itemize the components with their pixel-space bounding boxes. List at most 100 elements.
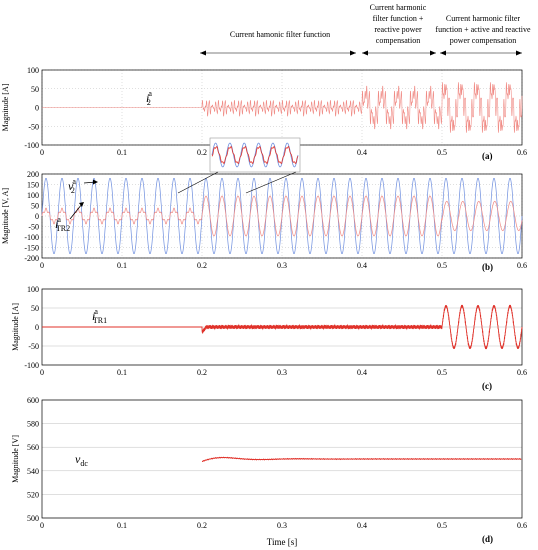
panel-label: (a) (482, 151, 493, 161)
series-i2a (42, 82, 523, 133)
x-tick-label: 0.6 (517, 261, 527, 270)
y-tick-label: 0 (35, 212, 39, 221)
series-label-sub: TR1 (93, 316, 107, 325)
y-tick-label: 100 (27, 191, 39, 200)
y-tick-label: -150 (24, 244, 39, 253)
y-tick-label: 100 (27, 66, 39, 75)
y-tick-label: 520 (27, 490, 39, 499)
series-label: ia 2 (146, 89, 152, 107)
x-tick-label: 0.5 (437, 521, 447, 530)
x-tick-label: 0.5 (437, 148, 447, 157)
series-label-sup: a (57, 215, 61, 224)
label-arrow-head (79, 202, 84, 207)
series-iTR2a (41, 195, 523, 237)
series-label-base: i (146, 91, 149, 105)
panel-label: (c) (482, 381, 492, 391)
axes-frame (41, 399, 523, 519)
label-arrow-head (93, 179, 98, 185)
x-tick-label: 0.2 (197, 148, 207, 157)
series-label-base: v (68, 179, 74, 193)
x-tick-label: 0.4 (357, 368, 367, 377)
x-tick-label: 0.1 (117, 368, 127, 377)
x-tick-label: 0.1 (117, 148, 127, 157)
x-tick-label: 0.6 (517, 521, 527, 530)
y-tick-label: 560 (27, 443, 39, 452)
inset-series-iTR2a (211, 145, 299, 165)
annotation-seg2-line2: filter function + (373, 14, 424, 23)
y-tick-label: 0 (35, 104, 39, 113)
series-label-base: i (55, 217, 58, 231)
annotation-seg2-line1: Current harmonic (370, 3, 427, 12)
x-tick-label: 0.1 (117, 521, 127, 530)
y-axis-label: Magnitude [A] (11, 303, 20, 351)
y-tick-label: -200 (24, 254, 39, 263)
y-tick-label: 600 (27, 396, 39, 405)
x-tick-label: 0.2 (197, 521, 207, 530)
y-tick-label: 150 (27, 181, 39, 190)
arrow-seg3 (440, 50, 522, 56)
series-label-sub: 2 (147, 98, 151, 107)
annotations: Current hamonic filter function Current … (200, 3, 531, 56)
y-axis-label: Magnitude [V, A] (1, 188, 10, 244)
x-tick-label: 0.2 (197, 261, 207, 270)
y-tick-label: 100 (27, 285, 39, 294)
series-label-sub: dc (80, 459, 88, 468)
y-tick-label: 50 (31, 304, 39, 313)
series-label: va 2 (68, 177, 76, 195)
panel-label: (b) (482, 262, 493, 272)
x-axis-label: Time [s] (267, 537, 297, 547)
zoom-leader (177, 171, 219, 194)
y-tick-label: -50 (28, 342, 39, 351)
y-tick-label: -50 (28, 223, 39, 232)
annotation-seg2-line4: compensation (376, 36, 420, 45)
y-tick-label: 50 (31, 85, 39, 94)
x-tick-label: 0.6 (517, 368, 527, 377)
annotation-seg3-line3: power compensation (450, 36, 516, 45)
y-tick-label: 580 (27, 420, 39, 429)
x-tick-label: 0.1 (117, 261, 127, 270)
series-label-sub: 2 (71, 186, 75, 195)
y-tick-label: 0 (35, 323, 39, 332)
annotation-seg2-line3: reactive power (374, 25, 422, 34)
series-label: vdc (75, 452, 88, 468)
arrow-seg2 (362, 50, 436, 56)
x-tick-label: 0.5 (437, 261, 447, 270)
series-label-base: v (75, 452, 81, 466)
y-tick-label: 500 (27, 514, 39, 523)
y-tick-label: 50 (31, 202, 39, 211)
series-vdc (201, 456, 522, 462)
x-tick-label: 0.4 (357, 521, 367, 530)
x-tick-label: 0.6 (517, 148, 527, 157)
x-tick-label: 0 (40, 521, 44, 530)
series-iTR1a (42, 304, 523, 350)
y-tick-label: -100 (24, 141, 39, 150)
annotation-seg3-line2: function + active and reactive (435, 25, 531, 34)
y-axis-label: Magnitude [V] (11, 435, 20, 483)
y-axis-label: Magnitude [A] (1, 83, 10, 131)
inset-series-v2a (211, 142, 299, 168)
x-tick-label: 0.3 (277, 261, 287, 270)
arrow-seg1 (200, 50, 356, 56)
zoom-leader (245, 171, 297, 194)
series-label-sup: a (72, 177, 76, 186)
x-tick-label: 0.4 (357, 148, 367, 157)
y-tick-label: 540 (27, 467, 39, 476)
x-tick-label: 0.5 (437, 368, 447, 377)
y-tick-label: 200 (27, 170, 39, 179)
x-tick-label: 0 (40, 148, 44, 157)
series-label: ia TR2 (55, 215, 70, 233)
series-label-sup: a (148, 89, 152, 98)
x-tick-label: 0.2 (197, 368, 207, 377)
x-tick-label: 0.4 (357, 261, 367, 270)
x-tick-label: 0 (40, 368, 44, 377)
y-tick-label: -50 (28, 122, 39, 131)
annotation-seg1: Current hamonic filter function (230, 30, 330, 39)
panel-label: (d) (482, 534, 493, 544)
x-tick-label: 0.3 (277, 368, 287, 377)
series-label-sup: a (94, 307, 98, 316)
label-arrow (69, 203, 83, 220)
